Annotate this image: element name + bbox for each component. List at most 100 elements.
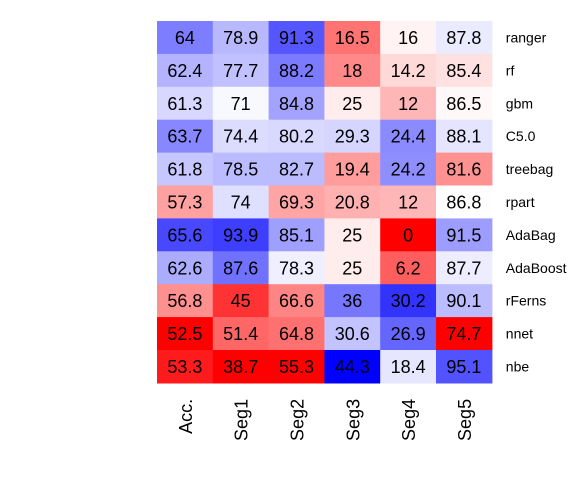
heatmap-cell-AdaBoost-Seg3 <box>324 251 381 285</box>
row-label-AdaBag: AdaBag <box>506 227 556 243</box>
cell-value-label: 87.8 <box>446 28 481 48</box>
cell-value-label: 25 <box>342 225 362 245</box>
cell-value-label: 20.8 <box>335 192 370 212</box>
heatmap-cell-treebag-Seg5 <box>436 152 493 187</box>
column-label-Seg5: Seg5 <box>455 399 475 441</box>
heatmap-cell-nbe-Seg2 <box>268 350 325 384</box>
cell-value-label: 16.5 <box>335 28 370 48</box>
cell-value-label: 44.3 <box>335 357 370 377</box>
heatmap-cell-ranger-Seg3 <box>324 21 381 55</box>
cell-value-label: 91.3 <box>279 28 314 48</box>
heatmap-cell-rf-Seg2 <box>268 53 325 88</box>
cell-value-label: 84.8 <box>279 94 314 114</box>
heatmap-cell-nnet-Seg5 <box>436 317 493 351</box>
heatmap-cell-rf-Seg3 <box>324 53 381 88</box>
heatmap-cell-AdaBag-Seg3 <box>324 218 381 252</box>
cell-value-label: 55.3 <box>279 357 314 377</box>
heatmap-cell-nnet-Seg3 <box>324 317 381 351</box>
row-label-treebag: treebag <box>506 161 553 177</box>
heatmap-cell-nbe-Seg3 <box>324 350 381 384</box>
cell-value-label: 71 <box>231 94 251 114</box>
cell-value-label: 25 <box>342 94 362 114</box>
cell-value-label: 56.8 <box>167 291 202 311</box>
heatmap-cell-treebag-Seg4 <box>380 152 437 187</box>
cell-value-label: 85.4 <box>446 61 481 81</box>
heatmap-cell-AdaBag-Seg4 <box>380 218 437 252</box>
column-label-Seg1: Seg1 <box>232 399 252 441</box>
cell-value-label: 64 <box>175 28 195 48</box>
column-label-Seg3: Seg3 <box>343 399 363 441</box>
cell-value-label: 95.1 <box>446 357 481 377</box>
cell-value-label: 78.3 <box>279 258 314 278</box>
cell-value-label: 30.6 <box>335 324 370 344</box>
heatmap-cell-rpart-Seg1 <box>212 185 270 219</box>
heatmap-cell-AdaBoost-Seg2 <box>268 251 325 285</box>
heatmap-cell-C5.0-Seg5 <box>436 119 493 154</box>
cell-value-label: 18 <box>342 61 362 81</box>
heatmap-cell-gbm-Seg1 <box>212 86 270 121</box>
heatmap-cell-rf-Seg1 <box>212 53 270 88</box>
cell-value-label: 26.9 <box>391 324 426 344</box>
cell-value-label: 36 <box>342 291 362 311</box>
heatmap-cell-AdaBoost-Seg4 <box>380 251 437 285</box>
heatmap-cell-nbe-Seg1 <box>212 350 270 384</box>
heatmap-cell-nnet-Seg1 <box>212 317 270 351</box>
heatmap-cell-rf-Seg4 <box>380 53 437 88</box>
heatmap-cell-C5.0-Seg4 <box>380 119 437 154</box>
row-label-rf: rf <box>506 62 515 78</box>
heatmap-cell-gbm-Seg2 <box>268 86 325 121</box>
cell-value-label: 93.9 <box>223 225 258 245</box>
row-labels: ranger rf gbm C5.0 treebag rpart AdaBag AdaBoos… <box>506 29 567 374</box>
column-label-Seg4: Seg4 <box>399 399 419 441</box>
cell-value-label: 16 <box>398 28 418 48</box>
cell-value-label: 91.5 <box>446 225 481 245</box>
cell-value-label: 29.3 <box>335 127 370 147</box>
cell-value-label: 62.6 <box>167 258 202 278</box>
row-label-C5.0: C5.0 <box>506 128 536 144</box>
cell-value-label: 45 <box>231 291 251 311</box>
cell-value-label: 61.8 <box>167 160 202 180</box>
row-label-nbe: nbe <box>506 358 530 374</box>
cell-value-label: 81.6 <box>446 160 481 180</box>
cell-value-label: 14.2 <box>391 61 426 81</box>
row-label-gbm: gbm <box>506 95 533 111</box>
cell-value-label: 74.7 <box>446 324 481 344</box>
heatmap-cell-nnet-Seg4 <box>380 317 437 351</box>
heatmap-cell-rFerns-Seg4 <box>380 284 437 318</box>
cell-value-label: 30.2 <box>391 291 426 311</box>
cell-value-label: 18.4 <box>391 357 426 377</box>
cell-value-label: 24.4 <box>391 127 426 147</box>
cell-value-label: 52.5 <box>167 324 202 344</box>
heatmap-cell-rFerns-Seg5 <box>436 284 493 318</box>
cell-value-label: 65.6 <box>167 225 202 245</box>
cell-value-label: 78.5 <box>223 160 258 180</box>
heatmap-cell-nbe-Seg4 <box>380 350 437 384</box>
cell-value-label: 85.1 <box>279 225 314 245</box>
cell-value-label: 12 <box>398 94 418 114</box>
cell-value-label: 77.7 <box>223 61 258 81</box>
heatmap-cell-gbm-Acc. <box>157 86 214 121</box>
heatmap-cell-rf-Acc. <box>157 53 214 88</box>
row-label-AdaBoost: AdaBoost <box>506 260 567 276</box>
cell-value-label: 86.8 <box>446 192 481 212</box>
heatmap-cell-C5.0-Seg3 <box>324 119 381 154</box>
heatmap-cell-rpart-Seg4 <box>380 185 437 219</box>
heatmap-cell-rFerns-Seg2 <box>268 284 325 318</box>
heatmap-cell-C5.0-Seg1 <box>212 119 270 154</box>
heatmap-cell-rf-Seg5 <box>436 53 493 88</box>
heatmap-cell-rpart-Seg3 <box>324 185 381 219</box>
column-labels: Acc. Seg1 Seg2 Seg3 Seg4 Seg5 <box>176 399 475 441</box>
column-label-Acc: Acc. <box>176 399 196 434</box>
heatmap-cell-nnet-Acc. <box>157 317 214 351</box>
cell-value-label: 90.1 <box>446 291 481 311</box>
heatmap-cell-AdaBoost-Seg1 <box>212 251 270 285</box>
cell-value-label: 51.4 <box>223 324 258 344</box>
row-label-rFerns: rFerns <box>506 293 546 309</box>
heatmap-cell-AdaBag-Seg2 <box>268 218 325 252</box>
cell-value-label: 38.7 <box>223 357 258 377</box>
row-label-nnet: nnet <box>506 326 533 342</box>
cell-value-label: 87.7 <box>446 258 481 278</box>
heatmap-cell-treebag-Acc. <box>157 152 214 187</box>
cell-value-label: 82.7 <box>279 160 314 180</box>
heatmap-cell-ranger-Seg1 <box>212 21 270 55</box>
